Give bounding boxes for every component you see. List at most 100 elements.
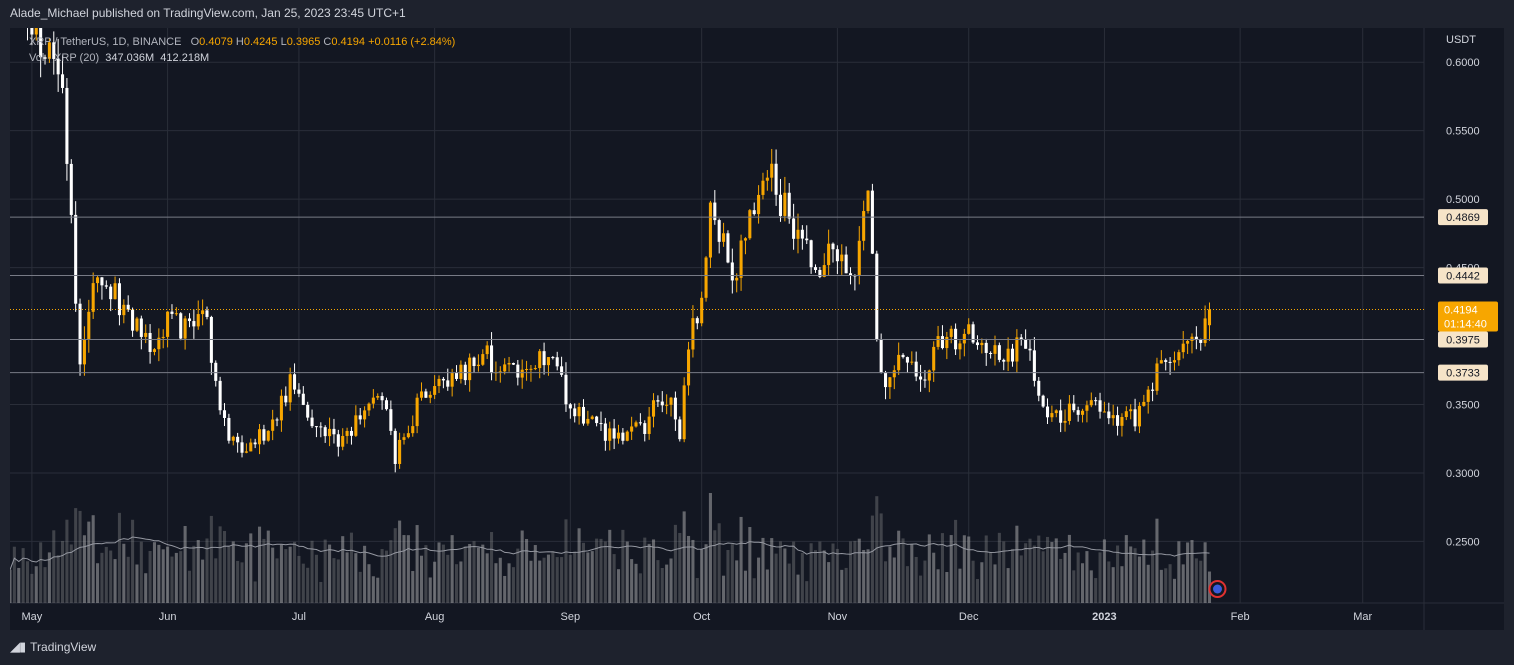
candle bbox=[997, 342, 1001, 363]
candle-body bbox=[323, 427, 327, 437]
candle bbox=[446, 368, 450, 391]
candle bbox=[520, 359, 524, 389]
candle bbox=[402, 433, 406, 445]
volume-bar bbox=[367, 564, 371, 603]
candle-body bbox=[800, 229, 804, 239]
candle bbox=[787, 183, 791, 224]
candle-body bbox=[647, 416, 651, 434]
candle-body bbox=[148, 332, 152, 352]
candle-body bbox=[336, 434, 340, 447]
candle bbox=[603, 417, 607, 451]
volume-bar bbox=[1015, 525, 1019, 603]
volume-bar bbox=[463, 546, 467, 603]
candle-body bbox=[525, 369, 529, 371]
candle bbox=[56, 38, 60, 92]
candle-body bbox=[669, 397, 673, 405]
candle-body bbox=[454, 372, 459, 379]
candle bbox=[240, 435, 244, 458]
candle bbox=[87, 299, 91, 353]
volume-bar bbox=[454, 564, 459, 603]
candle bbox=[297, 383, 301, 398]
candle bbox=[1076, 406, 1080, 422]
volume-bar bbox=[358, 571, 362, 603]
volume-label[interactable]: Vol · XRP (20) bbox=[29, 52, 100, 64]
volume-bar bbox=[875, 496, 879, 603]
candle bbox=[695, 316, 699, 330]
volume-bar bbox=[1181, 564, 1185, 603]
candle-body bbox=[1177, 352, 1181, 361]
candle bbox=[1081, 408, 1085, 423]
chart-panel[interactable]: 0.60000.55000.50000.45000.35000.30000.25… bbox=[10, 28, 1504, 630]
candle-body bbox=[717, 220, 721, 242]
candle-body bbox=[498, 371, 502, 373]
candle bbox=[161, 329, 165, 349]
candle bbox=[1137, 402, 1141, 434]
candle-body bbox=[831, 243, 835, 250]
volume-bar bbox=[459, 561, 463, 603]
candle-body bbox=[844, 254, 848, 274]
candle bbox=[117, 278, 121, 326]
candle bbox=[152, 348, 156, 356]
candle-body bbox=[314, 426, 318, 428]
candle-body bbox=[419, 391, 424, 398]
volume-bar bbox=[490, 532, 494, 603]
candle bbox=[1164, 358, 1168, 371]
candle-body bbox=[380, 396, 384, 401]
candle-body bbox=[765, 177, 769, 181]
volume-bar bbox=[678, 532, 682, 603]
candle-body bbox=[179, 313, 183, 339]
volume-bar bbox=[958, 568, 962, 603]
volume-bar bbox=[665, 564, 669, 603]
volume-bar bbox=[187, 570, 192, 603]
candle bbox=[1146, 386, 1150, 414]
candle-body bbox=[840, 254, 844, 262]
volume-bar bbox=[144, 573, 148, 603]
candle bbox=[1102, 401, 1106, 413]
candle-body bbox=[805, 238, 809, 241]
candle-body bbox=[82, 339, 86, 365]
candle bbox=[82, 326, 86, 376]
tradingview-footer[interactable]: ◢▮ TradingView bbox=[10, 639, 96, 655]
volume-bar bbox=[301, 563, 305, 603]
candle bbox=[122, 299, 126, 324]
candle-body bbox=[1072, 403, 1076, 411]
volume-bar bbox=[866, 549, 870, 603]
candle bbox=[1037, 376, 1041, 402]
volume-bar bbox=[113, 559, 117, 603]
candle-body bbox=[818, 269, 822, 277]
volume-bar bbox=[940, 533, 944, 603]
candle-body bbox=[958, 343, 962, 350]
candle-body bbox=[1063, 420, 1067, 423]
candle-body bbox=[104, 285, 108, 287]
candle-body bbox=[1037, 380, 1041, 396]
candle bbox=[1155, 357, 1159, 395]
volume-bar bbox=[87, 521, 91, 603]
candle bbox=[687, 341, 691, 396]
volume-bar bbox=[122, 543, 126, 603]
volume-bar bbox=[919, 575, 923, 603]
price-chart[interactable]: 0.60000.55000.50000.45000.35000.30000.25… bbox=[10, 28, 1504, 630]
candle-body bbox=[1146, 389, 1150, 402]
candle-body bbox=[735, 277, 739, 281]
volume-bar bbox=[796, 574, 800, 603]
volume-bar bbox=[835, 548, 839, 603]
candle-body bbox=[564, 374, 568, 405]
candle-body bbox=[78, 303, 82, 365]
candle-body bbox=[630, 426, 634, 432]
volume-bar bbox=[319, 581, 323, 603]
price-level-label: 0.4869 bbox=[1446, 212, 1480, 224]
candle bbox=[638, 413, 642, 426]
candle-body bbox=[595, 416, 599, 424]
candle-body bbox=[468, 357, 472, 381]
volume-bar bbox=[179, 551, 183, 603]
symbol-label[interactable]: XRP / TetherUS, 1D, BINANCE bbox=[29, 36, 182, 48]
volume-value: 347.036M bbox=[105, 52, 155, 64]
candle-body bbox=[196, 314, 200, 327]
candle-body bbox=[848, 273, 853, 276]
y-tick-label: 0.6000 bbox=[1446, 57, 1480, 69]
volume-bar bbox=[673, 524, 677, 603]
candle-body bbox=[914, 361, 918, 377]
volume-bar bbox=[222, 531, 227, 603]
volume-bar bbox=[603, 541, 607, 603]
candle bbox=[205, 306, 209, 320]
